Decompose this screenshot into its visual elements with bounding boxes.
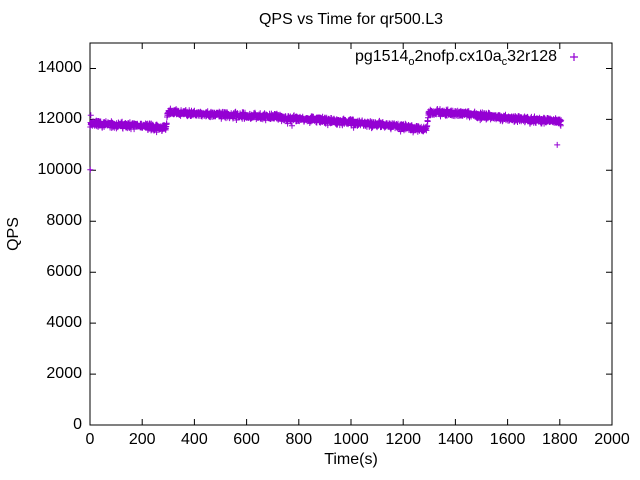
y-tick-label: 12000 (37, 110, 83, 128)
legend-text-subscript: o (408, 56, 415, 69)
x-tick-label: 1600 (489, 431, 526, 448)
x-tick-label: 1800 (542, 431, 578, 448)
x-tick-label: 400 (181, 431, 208, 448)
legend-text-part: 32r128 (507, 48, 557, 65)
x-tick-label: 1200 (385, 431, 421, 448)
x-tick-label: 600 (233, 431, 260, 448)
x-tick-label: 2000 (594, 431, 630, 448)
legend-marker-icon (570, 53, 578, 61)
legend-text-part: pg1514 (354, 48, 409, 65)
x-tick-label: 1400 (437, 431, 474, 448)
legend-series-label: pg1514o2nofp.cx10ac32r128 (240, 48, 557, 71)
y-tick-label: 14000 (37, 59, 83, 77)
y-tick-label: 10000 (37, 161, 83, 179)
x-axis-label: Time(s) (324, 451, 378, 468)
y-tick-label: 6000 (46, 263, 82, 281)
chart-title: QPS vs Time for qr500.L3 (258, 11, 444, 28)
x-tick-label: 0 (85, 431, 95, 448)
legend-text-part: 2nofp.cx10a (414, 48, 502, 65)
x-tick-label: 200 (128, 431, 156, 448)
x-tick-label: 800 (285, 431, 313, 448)
plot-border (89, 42, 613, 426)
y-tick-label: 4000 (46, 314, 82, 332)
y-tick-label: 8000 (46, 212, 82, 230)
y-tick-label: 2000 (46, 365, 82, 383)
axis-ticks (89, 43, 613, 426)
scatter-points (87, 105, 565, 173)
y-tick-label: 0 (73, 416, 82, 433)
x-tick-label: 1000 (333, 431, 369, 448)
legend-text-subscript: c (501, 56, 508, 69)
